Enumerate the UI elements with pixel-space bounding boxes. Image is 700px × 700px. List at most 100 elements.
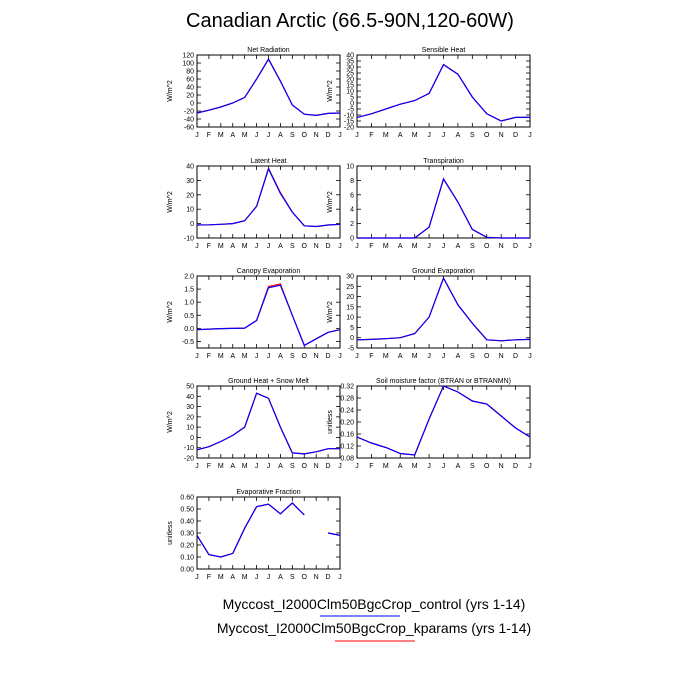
x-tick-label: S — [470, 243, 475, 250]
x-tick-label: J — [338, 353, 342, 360]
x-tick-label: A — [230, 463, 235, 470]
chart-panel-6: Ground Heat + Snow Melt W/m^2 -20 -10 0 10 20 3… — [167, 378, 342, 470]
y-tick-label: 0.20 — [180, 543, 194, 550]
x-tick-label: J — [267, 243, 271, 250]
x-tick-label: O — [302, 463, 308, 470]
x-tick-label: A — [456, 353, 461, 360]
series-line-kparams — [356, 385, 531, 456]
y-tick-label: 20 — [186, 192, 194, 199]
series-line-kparams — [196, 283, 341, 347]
series-line-kparams — [356, 276, 531, 342]
x-tick-label: J — [255, 243, 259, 250]
y-tick-label: 0.60 — [180, 495, 194, 502]
y-axis-label: W/m^2 — [167, 301, 174, 323]
y-tick-label: -20 — [184, 456, 194, 463]
panel-title: Ground Heat + Snow Melt — [228, 378, 309, 385]
x-tick-label: A — [230, 243, 235, 250]
y-tick-label: 20 — [186, 414, 194, 421]
y-tick-label: 30 — [346, 274, 354, 281]
x-tick-label: N — [499, 463, 504, 470]
series-line-control — [196, 502, 305, 558]
y-axis-label: W/m^2 — [327, 301, 334, 323]
x-tick-label: A — [456, 243, 461, 250]
series-line-kparams — [356, 63, 530, 122]
x-tick-label: A — [456, 132, 461, 139]
y-tick-label: -40 — [184, 117, 194, 124]
series-line-control — [357, 177, 530, 239]
x-tick-label: J — [427, 243, 431, 250]
x-tick-label: D — [326, 243, 331, 250]
series-line-control — [327, 532, 341, 536]
panel-title: Latent Heat — [250, 158, 286, 165]
y-tick-label: 2.0 — [184, 274, 194, 281]
y-tick-label: 50 — [186, 384, 194, 391]
series-line-control — [356, 276, 531, 342]
x-tick-label: O — [302, 243, 308, 250]
y-tick-label: 15 — [346, 304, 354, 311]
x-tick-label: O — [302, 132, 308, 139]
y-tick-label: 5 — [350, 325, 354, 332]
series-line-control — [196, 57, 341, 117]
x-tick-label: N — [314, 132, 319, 139]
y-tick-label: 0.5 — [184, 313, 194, 320]
x-tick-label: O — [484, 463, 490, 470]
y-tick-label: 8 — [350, 178, 354, 185]
x-tick-label: J — [267, 132, 271, 139]
y-tick-label: 0.40 — [180, 519, 194, 526]
x-tick-label: F — [207, 243, 211, 250]
y-tick-label: 35 — [346, 59, 354, 66]
x-tick-label: J — [195, 243, 199, 250]
plot-frame — [196, 496, 341, 570]
y-tick-label: 30 — [346, 65, 354, 72]
x-tick-label: J — [355, 132, 359, 139]
x-tick-label: M — [412, 463, 418, 470]
x-tick-label: D — [326, 574, 331, 581]
y-axis-label: W/m^2 — [167, 80, 174, 102]
x-tick-label: J — [267, 463, 271, 470]
x-tick-label: A — [278, 132, 283, 139]
y-tick-label: 100 — [182, 61, 194, 68]
x-tick-label: M — [383, 132, 389, 139]
y-tick-label: 0 — [350, 101, 354, 108]
series-line-control — [196, 392, 340, 455]
plot-frame — [356, 275, 531, 349]
y-tick-label: -15 — [344, 119, 354, 126]
x-tick-label: J — [195, 574, 199, 581]
x-tick-label: O — [484, 132, 490, 139]
y-tick-label: 10 — [346, 315, 354, 322]
x-tick-label: M — [242, 243, 248, 250]
x-tick-label: J — [355, 353, 359, 360]
series-line-kparams — [196, 392, 340, 455]
series-line-kparams — [196, 58, 341, 117]
y-tick-label: -5 — [348, 346, 354, 353]
y-tick-label: 0.28 — [340, 396, 354, 403]
y-tick-label: 20 — [346, 77, 354, 84]
x-tick-label: M — [383, 353, 389, 360]
y-tick-label: 0.00 — [180, 567, 194, 574]
y-tick-label: -60 — [184, 125, 194, 132]
y-tick-label: -0.5 — [182, 339, 194, 346]
y-tick-label: 30 — [186, 404, 194, 411]
x-tick-label: J — [528, 243, 532, 250]
y-tick-label: 25 — [346, 71, 354, 78]
chart-panel-0: Net Radiation W/m^2 -60-40-200204060801001… — [167, 47, 342, 139]
x-tick-label: F — [207, 463, 211, 470]
x-tick-label: N — [314, 243, 319, 250]
y-tick-label: 1.0 — [184, 300, 194, 307]
x-tick-label: J — [255, 132, 259, 139]
y-tick-label: 60 — [186, 77, 194, 84]
x-tick-label: D — [513, 243, 518, 250]
y-tick-label: 0.50 — [180, 507, 194, 514]
y-tick-label: -20 — [184, 109, 194, 116]
x-tick-label: D — [513, 353, 518, 360]
x-tick-label: J — [195, 463, 199, 470]
x-tick-label: J — [442, 353, 446, 360]
y-tick-label: 1.5 — [184, 287, 194, 294]
y-tick-label: 10 — [186, 207, 194, 214]
y-tick-label: 20 — [346, 294, 354, 301]
y-tick-label: 20 — [186, 93, 194, 100]
x-tick-label: M — [242, 353, 248, 360]
x-tick-label: N — [314, 353, 319, 360]
series-line-control — [356, 385, 531, 456]
